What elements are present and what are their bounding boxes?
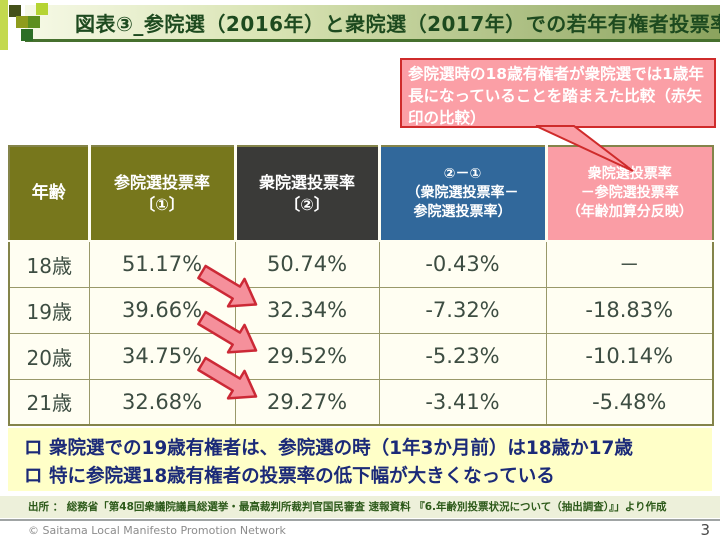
cell-difference: -0.43%: [378, 240, 547, 288]
copyright-text: © Saitama Local Manifesto Promotion Netw…: [28, 524, 286, 537]
table-row: 21歳 32.68% 29.27% -3.41% -5.48%: [8, 378, 714, 426]
logo-square: [36, 3, 48, 15]
summary-box: ロ 衆院選での19歳有権者は、参院選の時（1年3か月前）は18歳か17歳 ロ 特…: [8, 428, 712, 491]
cell-sangiin-turnout: 39.66%: [88, 286, 236, 334]
logo-square: [21, 29, 33, 41]
cell-age-adjusted-diff: －: [545, 240, 714, 288]
cell-age-adjusted-diff: -5.48%: [545, 378, 714, 426]
cell-age-adjusted-diff: -18.83%: [545, 286, 714, 334]
title-bar: 図表③_参院選（2016年）と衆院選（2017年）での若年有権者投票率: [25, 5, 720, 42]
logo-square: [16, 16, 28, 28]
callout-box: 参院選時の18歳有権者が衆院選では1歳年長になっていることを踏まえた比較（赤矢印…: [400, 58, 716, 128]
logo-bar: [0, 0, 8, 50]
cell-sangiin-turnout: 34.75%: [88, 332, 236, 380]
cell-age-adjusted-diff: -10.14%: [545, 332, 714, 380]
footer-divider: [0, 519, 720, 521]
cell-shugiin-turnout: 50.74%: [234, 240, 380, 288]
table-row: 18歳 51.17% 50.74% -0.43% －: [8, 240, 714, 288]
col-header-age: 年齢: [9, 146, 89, 242]
page-number: 3: [700, 521, 710, 539]
logo-square: [9, 5, 21, 17]
table-header-row: 年齢 参院選投票率 〔①〕 衆院選投票率 〔②〕 ②－① （衆院選投票率－ 参院…: [9, 146, 713, 242]
page-title: 図表③_参院選（2016年）と衆院選（2017年）での若年有権者投票率: [75, 11, 720, 36]
table-row: 20歳 34.75% 29.52% -5.23% -10.14%: [8, 332, 714, 380]
cell-shugiin-turnout: 29.52%: [234, 332, 380, 380]
source-note: 出所 ： 総務省「第48回衆議院議員総選挙・最高裁判所裁判官国民審査 速報資料 …: [0, 496, 720, 518]
cell-difference: -5.23%: [378, 332, 547, 380]
logo-square: [28, 16, 40, 28]
col-header-age-adjusted-diff: 衆院選投票率 －参院選投票率 （年齢加算分反映）: [544, 146, 713, 242]
voter-turnout-table: 年齢 参院選投票率 〔①〕 衆院選投票率 〔②〕 ②－① （衆院選投票率－ 参院…: [8, 145, 714, 426]
summary-line: ロ 衆院選での19歳有権者は、参院選の時（1年3か月前）は18歳か17歳: [24, 438, 633, 459]
cell-age: 20歳: [8, 332, 90, 380]
summary-line: ロ 特に参院選18歳有権者の投票率の低下幅が大きくなっている: [24, 465, 555, 487]
cell-sangiin-turnout: 32.68%: [88, 378, 236, 426]
cell-shugiin-turnout: 29.27%: [234, 378, 380, 426]
callout-text: 参院選時の18歳有権者が衆院選では1歳年長になっていることを踏まえた比較（赤矢印…: [408, 65, 704, 127]
cell-sangiin-turnout: 51.17%: [88, 240, 236, 288]
cell-age: 19歳: [8, 286, 90, 334]
cell-shugiin-turnout: 32.34%: [234, 286, 380, 334]
col-header-difference: ②－① （衆院選投票率－ 参院選投票率）: [377, 146, 546, 242]
col-header-sangiin-turnout: 参院選投票率 〔①〕: [87, 146, 235, 242]
cell-age: 21歳: [8, 378, 90, 426]
cell-difference: -7.32%: [378, 286, 547, 334]
cell-difference: -3.41%: [378, 378, 547, 426]
cell-age: 18歳: [8, 240, 90, 288]
table-row: 19歳 39.66% 32.34% -7.32% -18.83%: [8, 286, 714, 334]
col-header-shugiin-turnout: 衆院選投票率 〔②〕: [233, 146, 379, 242]
